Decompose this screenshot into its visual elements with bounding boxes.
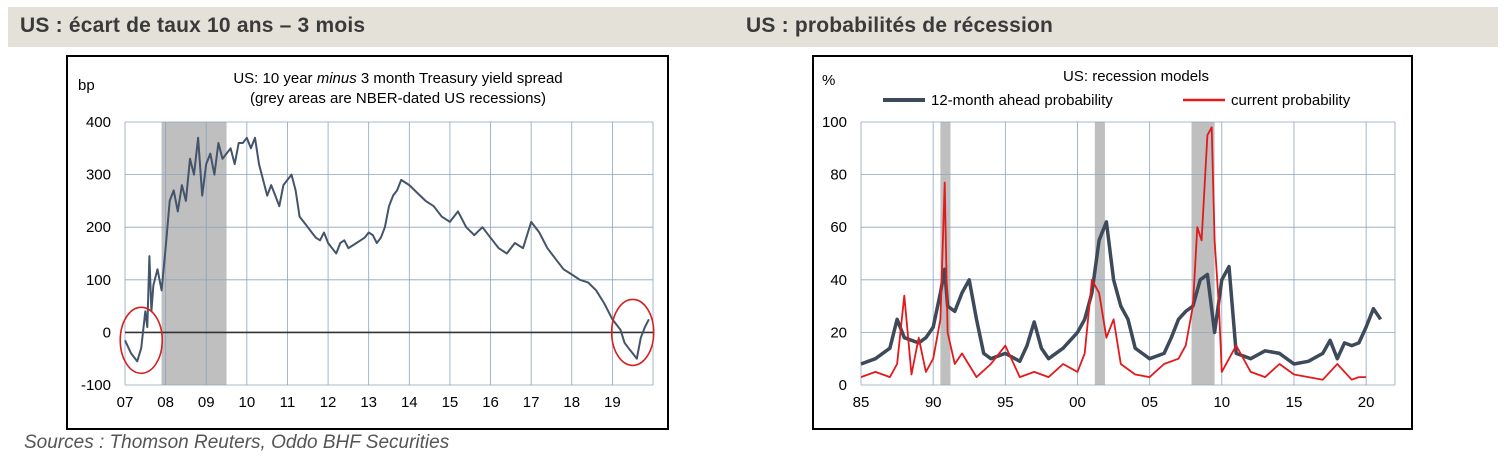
spread-chart-title-line2: (grey areas are NBER-dated US recessions… bbox=[250, 90, 546, 107]
x-tick-label: 15 bbox=[1286, 394, 1303, 411]
y-tick-label: 400 bbox=[86, 114, 111, 131]
highlight-circle-0 bbox=[119, 306, 164, 375]
x-tick-label: 15 bbox=[442, 394, 459, 411]
y-tick-label: 300 bbox=[86, 167, 111, 184]
x-tick-label: 17 bbox=[523, 394, 540, 411]
recession-y-unit: % bbox=[822, 72, 835, 89]
left-panel-title: US : écart de taux 10 ans – 3 mois bbox=[20, 14, 366, 37]
x-tick-label: 19 bbox=[604, 394, 621, 411]
sources-footnote: Sources : Thomson Reuters, Oddo BHF Secu… bbox=[24, 432, 450, 453]
legend: 12-month ahead probability current proba… bbox=[883, 92, 1351, 109]
x-tick-label: 14 bbox=[401, 394, 418, 411]
x-tick-label: 05 bbox=[1141, 394, 1158, 411]
y-tick-label: 100 bbox=[86, 272, 111, 289]
x-tick-label: 90 bbox=[925, 394, 942, 411]
y-tick-label: 0 bbox=[103, 324, 111, 341]
x-tick-label: 12 bbox=[320, 394, 337, 411]
right-title-band bbox=[730, 7, 1498, 47]
y-tick-label: 200 bbox=[86, 219, 111, 236]
x-tick-label: 11 bbox=[280, 394, 296, 411]
left-title-band bbox=[8, 7, 730, 47]
x-tick-label: 09 bbox=[198, 394, 215, 411]
spread-chart-title-line1: US: 10 year minus 3 month Treasury yield… bbox=[233, 70, 562, 87]
series-line-1 bbox=[860, 126, 1367, 381]
y-tick-label: 20 bbox=[830, 324, 847, 341]
y-tick-label: 60 bbox=[830, 219, 847, 236]
x-tick-label: 95 bbox=[997, 394, 1014, 411]
x-tick-label: 18 bbox=[563, 394, 580, 411]
x-tick-label: 00 bbox=[1069, 394, 1086, 411]
spread-y-unit: bp bbox=[78, 77, 95, 94]
legend-label-current: current probability bbox=[1231, 92, 1351, 109]
x-tick-label: 20 bbox=[1358, 394, 1375, 411]
y-tick-label: 100 bbox=[822, 114, 847, 131]
series-line-0 bbox=[124, 136, 650, 363]
recession-chart-title: US: recession models bbox=[1063, 68, 1209, 85]
x-tick-label: 08 bbox=[157, 394, 174, 411]
x-tick-label: 07 bbox=[117, 394, 134, 411]
y-tick-label: 0 bbox=[839, 377, 847, 394]
right-panel-title: US : probabilités de récession bbox=[746, 14, 1054, 37]
x-tick-label: 16 bbox=[482, 394, 499, 411]
x-tick-label: 10 bbox=[239, 394, 256, 411]
x-tick-label: 13 bbox=[360, 394, 377, 411]
x-tick-label: 85 bbox=[853, 394, 870, 411]
recession-band-1 bbox=[1094, 122, 1105, 385]
y-tick-label: -100 bbox=[81, 377, 111, 394]
highlight-circle-1 bbox=[610, 298, 655, 367]
recession-band-2 bbox=[1191, 122, 1215, 385]
y-tick-label: 40 bbox=[830, 272, 847, 289]
y-tick-label: 80 bbox=[830, 167, 847, 184]
x-tick-label: 10 bbox=[1213, 394, 1230, 411]
legend-label-12-month: 12-month ahead probability bbox=[931, 92, 1113, 109]
series-line-0 bbox=[860, 220, 1383, 366]
